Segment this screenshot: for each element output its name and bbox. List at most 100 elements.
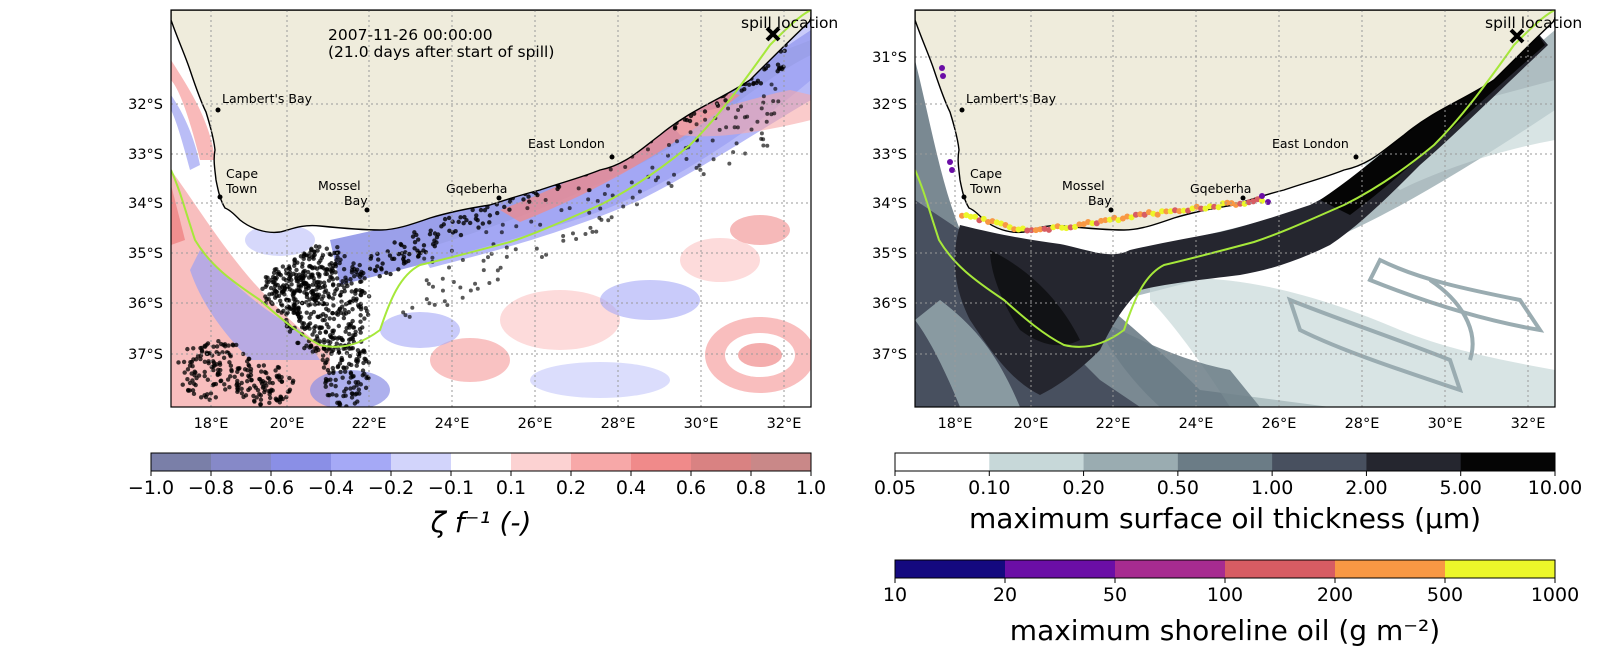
oil-particle bbox=[304, 299, 309, 305]
oil-particle bbox=[415, 248, 420, 253]
oil-particle bbox=[583, 232, 588, 237]
oil-particle bbox=[289, 282, 294, 287]
oil-particle bbox=[481, 268, 486, 273]
oil-particle bbox=[338, 292, 343, 298]
oil-particle bbox=[321, 365, 327, 370]
oil-particle bbox=[717, 127, 722, 132]
oil-particle bbox=[514, 224, 519, 229]
elapsed-label: (21.0 days after start of spill) bbox=[328, 43, 554, 61]
oil-particle bbox=[341, 315, 347, 321]
oil-particle bbox=[284, 297, 289, 302]
timestamp-label: 2007-11-26 00:00:00 bbox=[328, 26, 493, 44]
oil-particle bbox=[351, 261, 356, 266]
oil-particle bbox=[270, 380, 275, 386]
oil-particle bbox=[360, 288, 365, 294]
shoreline-colorbar-tick-label: 10 bbox=[883, 584, 907, 606]
oil-particle bbox=[358, 271, 363, 277]
oil-particle bbox=[332, 291, 337, 297]
oil-particle bbox=[307, 264, 312, 269]
spill-marker bbox=[765, 26, 781, 42]
oil-particle bbox=[324, 322, 330, 327]
oil-particle bbox=[772, 111, 777, 116]
thickness-colorbar-tick-label: 2.00 bbox=[1345, 477, 1387, 499]
oil-particle bbox=[185, 346, 190, 352]
oil-particle bbox=[334, 286, 340, 292]
oil-particle bbox=[623, 165, 628, 170]
oil-particle bbox=[574, 236, 579, 241]
oil-particle bbox=[338, 369, 343, 375]
shoreline-colorbar-tick-label: 50 bbox=[1103, 584, 1127, 606]
oil-particle bbox=[226, 343, 231, 348]
vorticity-colorbar-tick-label: 0.6 bbox=[676, 477, 706, 499]
oil-particle bbox=[495, 210, 500, 216]
oil-particle bbox=[214, 344, 220, 349]
town-label-gqeberha: Gqeberha bbox=[1190, 181, 1251, 196]
land bbox=[915, 10, 1555, 234]
oil-particle bbox=[587, 188, 592, 193]
oil-particle bbox=[342, 307, 347, 313]
oil-particle bbox=[187, 380, 193, 386]
oil-particle bbox=[749, 127, 754, 132]
oil-particle bbox=[344, 281, 349, 286]
left-lat-labels: 32°S 33°S 34°S 35°S 36°S 37°S bbox=[128, 97, 163, 363]
oil-particle bbox=[213, 395, 219, 400]
oil-particle bbox=[521, 197, 526, 202]
oil-particle bbox=[314, 334, 320, 339]
oil-particle bbox=[323, 313, 329, 319]
shoreline-oil-dot bbox=[1067, 224, 1074, 231]
lat-label: 37°S bbox=[128, 347, 163, 363]
oil-particle bbox=[761, 94, 766, 99]
oil-particle bbox=[356, 304, 362, 310]
oil-particle bbox=[346, 380, 352, 385]
oil-particle bbox=[762, 67, 767, 72]
oil-particle bbox=[333, 377, 338, 383]
oil-particle bbox=[758, 81, 764, 86]
oil-particle bbox=[561, 238, 566, 243]
oil-particle bbox=[342, 254, 347, 259]
spill-location-label: spill location bbox=[741, 14, 838, 32]
shoreline-oil-dot bbox=[1163, 208, 1170, 215]
oil-particle bbox=[326, 278, 332, 283]
oil-particle bbox=[259, 369, 264, 374]
oil-particle bbox=[666, 153, 671, 158]
oil-particle bbox=[416, 253, 421, 259]
shoreline-colorbar-tick-label: 20 bbox=[993, 584, 1017, 606]
lon-label: 18°E bbox=[938, 416, 973, 432]
oil-particle bbox=[268, 300, 274, 305]
lon-label: 22°E bbox=[1096, 416, 1131, 432]
shoreline-oil-dot bbox=[940, 73, 946, 79]
oil-particle bbox=[732, 125, 737, 130]
oil-particle bbox=[248, 372, 254, 378]
oil-particle bbox=[400, 256, 406, 262]
left-map-frame bbox=[170, 9, 812, 408]
oil-particle bbox=[666, 143, 671, 148]
oil-particle bbox=[329, 268, 334, 274]
oil-particle bbox=[332, 250, 337, 256]
oil-particle bbox=[274, 373, 280, 379]
shoreline-oil-dot bbox=[1102, 217, 1109, 224]
oil-particle bbox=[726, 106, 731, 111]
oil-particle bbox=[609, 215, 614, 220]
oil-particle bbox=[297, 318, 302, 324]
oil-particle bbox=[776, 99, 781, 104]
oil-particle bbox=[349, 362, 354, 368]
shoreline-colorbar-swatch bbox=[1335, 560, 1446, 578]
town-label-lamberts-bay: Lambert's Bay bbox=[966, 91, 1057, 106]
oil-particle bbox=[407, 251, 412, 257]
shoreline-oil-dot bbox=[1024, 227, 1031, 234]
town-label-cape: Cape bbox=[970, 166, 1002, 181]
oil-particle bbox=[422, 256, 427, 261]
vorticity-colorbar: −1.0 −0.8 −0.6 −0.4 −0.2 −0.1 0.1 0.2 0.4 0.6 0.8 1… bbox=[128, 452, 826, 539]
oil-particle bbox=[348, 321, 354, 327]
lon-label: 24°E bbox=[1179, 416, 1214, 432]
oil-particle bbox=[189, 359, 195, 365]
oil-particle bbox=[761, 143, 766, 148]
oil-particle bbox=[261, 384, 266, 389]
oil-particle bbox=[336, 323, 342, 329]
oil-particle bbox=[765, 63, 771, 69]
oil-particle bbox=[239, 386, 244, 391]
lat-label: 31°S bbox=[872, 50, 907, 66]
oil-particle bbox=[246, 363, 252, 369]
shoreline-oil-dot bbox=[1259, 193, 1265, 199]
oil-particle bbox=[478, 207, 484, 213]
